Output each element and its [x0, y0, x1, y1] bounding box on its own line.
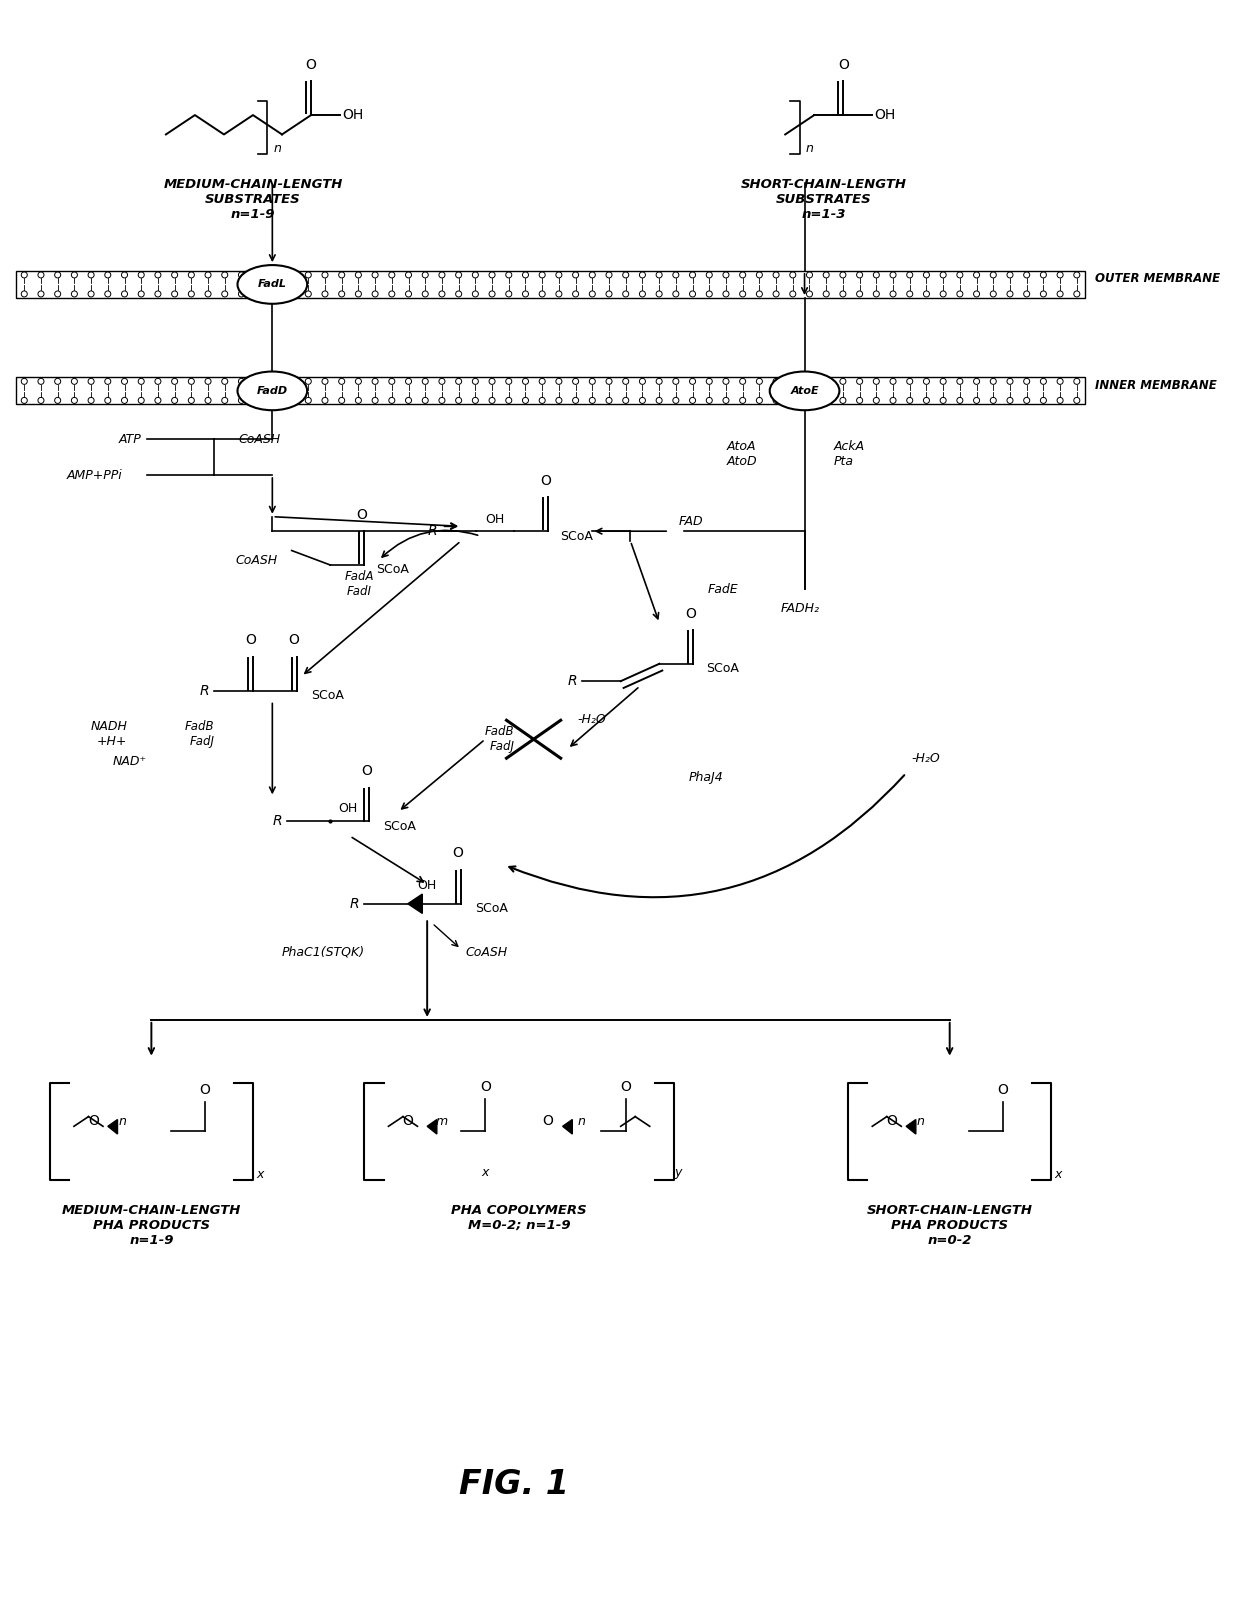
- Text: R: R: [428, 524, 436, 538]
- Text: PhaJ4: PhaJ4: [688, 772, 723, 785]
- Bar: [16, 377, 1085, 405]
- Text: O: O: [246, 634, 257, 648]
- Text: FadB
FadJ: FadB FadJ: [185, 721, 215, 748]
- Text: n: n: [578, 1116, 587, 1128]
- Text: R: R: [200, 683, 210, 698]
- Text: FadD: FadD: [257, 385, 288, 397]
- Text: n: n: [273, 142, 281, 155]
- Text: FadA
FadI: FadA FadI: [345, 571, 374, 598]
- Text: OH: OH: [342, 108, 363, 123]
- Ellipse shape: [238, 264, 308, 303]
- Text: R: R: [350, 896, 360, 911]
- Text: O: O: [453, 846, 464, 861]
- Text: O: O: [88, 1114, 99, 1128]
- Text: x: x: [255, 1169, 263, 1182]
- Text: FadL: FadL: [258, 279, 286, 290]
- Text: SCoA: SCoA: [383, 821, 417, 833]
- Text: NADH
+H+: NADH +H+: [91, 721, 128, 748]
- Polygon shape: [427, 1119, 436, 1133]
- Text: O: O: [543, 1114, 553, 1128]
- Text: O: O: [288, 634, 299, 648]
- Text: O: O: [887, 1114, 897, 1128]
- Bar: [16, 271, 1085, 298]
- Polygon shape: [408, 895, 423, 914]
- Text: PHA COPOLYMERS
M=0-2; n=1-9: PHA COPOLYMERS M=0-2; n=1-9: [451, 1204, 587, 1232]
- Text: AckA
Pta: AckA Pta: [833, 440, 864, 467]
- Text: n: n: [806, 142, 813, 155]
- Text: O: O: [838, 58, 848, 71]
- Text: ATP: ATP: [119, 432, 141, 447]
- Text: AtoA
AtoD: AtoA AtoD: [727, 440, 758, 467]
- Text: n: n: [118, 1116, 126, 1128]
- Text: OH: OH: [874, 108, 895, 123]
- Text: CoASH: CoASH: [466, 946, 508, 959]
- Polygon shape: [108, 1119, 118, 1133]
- Text: SCoA: SCoA: [376, 563, 409, 577]
- Text: AtoE: AtoE: [790, 385, 818, 397]
- Text: O: O: [541, 474, 552, 488]
- Text: NAD⁺: NAD⁺: [113, 754, 146, 767]
- Text: R: R: [273, 814, 281, 829]
- Text: CoASH: CoASH: [238, 432, 280, 447]
- Text: R: R: [568, 674, 577, 688]
- Text: SCoA: SCoA: [476, 903, 508, 916]
- Text: O: O: [305, 58, 316, 71]
- Text: FIG. 1: FIG. 1: [459, 1469, 569, 1501]
- Ellipse shape: [238, 371, 308, 409]
- Text: CoASH: CoASH: [236, 553, 278, 567]
- Text: SCoA: SCoA: [559, 529, 593, 543]
- Text: OUTER MEMBRANE: OUTER MEMBRANE: [1095, 272, 1220, 285]
- Text: AMP+PPi: AMP+PPi: [67, 469, 123, 482]
- Text: n: n: [916, 1116, 925, 1128]
- Text: O: O: [620, 1080, 631, 1095]
- Text: SHORT-CHAIN-LENGTH
PHA PRODUCTS
n=0-2: SHORT-CHAIN-LENGTH PHA PRODUCTS n=0-2: [867, 1204, 1033, 1246]
- Text: SHORT-CHAIN-LENGTH
SUBSTRATES
n=1-3: SHORT-CHAIN-LENGTH SUBSTRATES n=1-3: [740, 177, 906, 221]
- Text: -H₂O: -H₂O: [577, 714, 606, 727]
- Text: O: O: [684, 608, 696, 621]
- Text: OH: OH: [339, 801, 357, 814]
- Text: MEDIUM-CHAIN-LENGTH
PHA PRODUCTS
n=1-9: MEDIUM-CHAIN-LENGTH PHA PRODUCTS n=1-9: [62, 1204, 241, 1246]
- Text: O: O: [362, 764, 372, 779]
- Text: x: x: [481, 1165, 489, 1180]
- Text: FADH₂: FADH₂: [780, 603, 820, 616]
- Ellipse shape: [770, 371, 839, 409]
- Text: OH: OH: [485, 513, 505, 527]
- Text: O: O: [997, 1083, 1008, 1098]
- Text: INNER MEMBRANE: INNER MEMBRANE: [1095, 379, 1216, 392]
- Text: -H₂O: -H₂O: [911, 753, 940, 766]
- Text: FadB
FadJ: FadB FadJ: [485, 725, 515, 753]
- Text: O: O: [356, 508, 367, 522]
- Text: m: m: [435, 1116, 448, 1128]
- Text: y: y: [673, 1165, 681, 1180]
- Text: MEDIUM-CHAIN-LENGTH
SUBSTRATES
n=1-9: MEDIUM-CHAIN-LENGTH SUBSTRATES n=1-9: [164, 177, 342, 221]
- Text: PhaC1(STQK): PhaC1(STQK): [281, 946, 365, 959]
- Text: x: x: [1054, 1169, 1061, 1182]
- Text: OH: OH: [418, 879, 436, 891]
- Text: FAD: FAD: [678, 514, 703, 529]
- Text: SCoA: SCoA: [311, 690, 343, 703]
- Text: FadE: FadE: [708, 584, 738, 596]
- Polygon shape: [906, 1119, 916, 1133]
- Text: O: O: [200, 1083, 210, 1098]
- Text: O: O: [402, 1114, 413, 1128]
- Polygon shape: [563, 1119, 573, 1133]
- Text: SCoA: SCoA: [706, 663, 739, 675]
- Text: O: O: [480, 1080, 491, 1095]
